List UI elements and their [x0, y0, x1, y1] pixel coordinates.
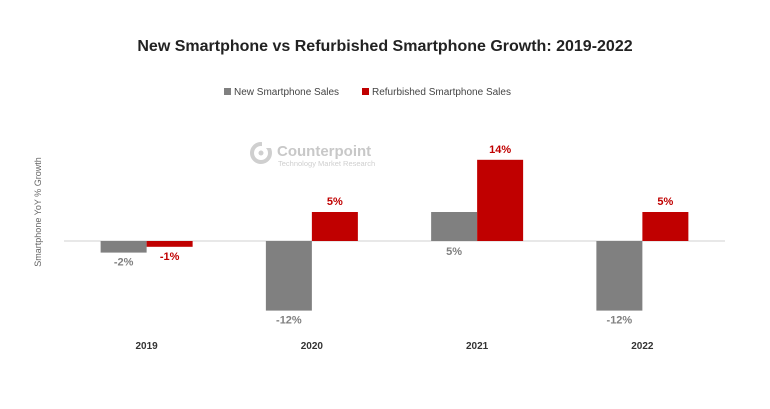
bar-new-2019	[100, 241, 147, 253]
counterpoint-logo-icon	[250, 140, 274, 164]
data-label-new-2020: -12%	[276, 315, 302, 327]
legend-label-new: New Smartphone Sales	[234, 87, 339, 98]
watermark: Counterpoint Technology Market Research	[250, 140, 375, 168]
bar-refurbished-2021	[477, 159, 524, 241]
data-label-new-2021: 5%	[446, 246, 462, 258]
bars	[100, 159, 689, 311]
category-label-2021: 2021	[466, 341, 489, 352]
bar-new-2021	[431, 212, 478, 241]
data-label-refurbished-2020: 5%	[327, 196, 343, 208]
category-label-2019: 2019	[136, 341, 159, 352]
bar-new-2020	[265, 241, 312, 311]
data-labels: -2% -1% -12% 5% 5% 14% -12% 5%	[114, 144, 674, 327]
watermark-tagline: Technology Market Research	[278, 159, 375, 168]
data-label-new-2022: -12%	[607, 315, 633, 327]
watermark-brand: Counterpoint	[277, 143, 371, 160]
data-label-refurbished-2019: -1%	[160, 251, 180, 263]
category-label-2022: 2022	[631, 341, 654, 352]
legend-swatch-refurbished	[362, 88, 369, 95]
chart-title: New Smartphone vs Refurbished Smartphone…	[137, 38, 632, 55]
bar-refurbished-2020	[311, 212, 358, 241]
data-label-refurbished-2021: 14%	[489, 144, 511, 156]
bar-refurbished-2019	[146, 241, 193, 247]
data-label-new-2019: -2%	[114, 257, 134, 269]
y-axis-label: Smartphone YoY % Growth	[33, 157, 43, 266]
legend-label-refurbished: Refurbished Smartphone Sales	[372, 87, 511, 98]
legend-swatch-new	[224, 88, 231, 95]
bar-new-2022	[596, 241, 643, 311]
bar-refurbished-2022	[642, 212, 689, 241]
legend: New Smartphone Sales Refurbished Smartph…	[224, 87, 511, 98]
data-label-refurbished-2022: 5%	[657, 196, 673, 208]
category-labels: 2019 2020 2021 2022	[136, 341, 654, 352]
category-label-2020: 2020	[301, 341, 324, 352]
